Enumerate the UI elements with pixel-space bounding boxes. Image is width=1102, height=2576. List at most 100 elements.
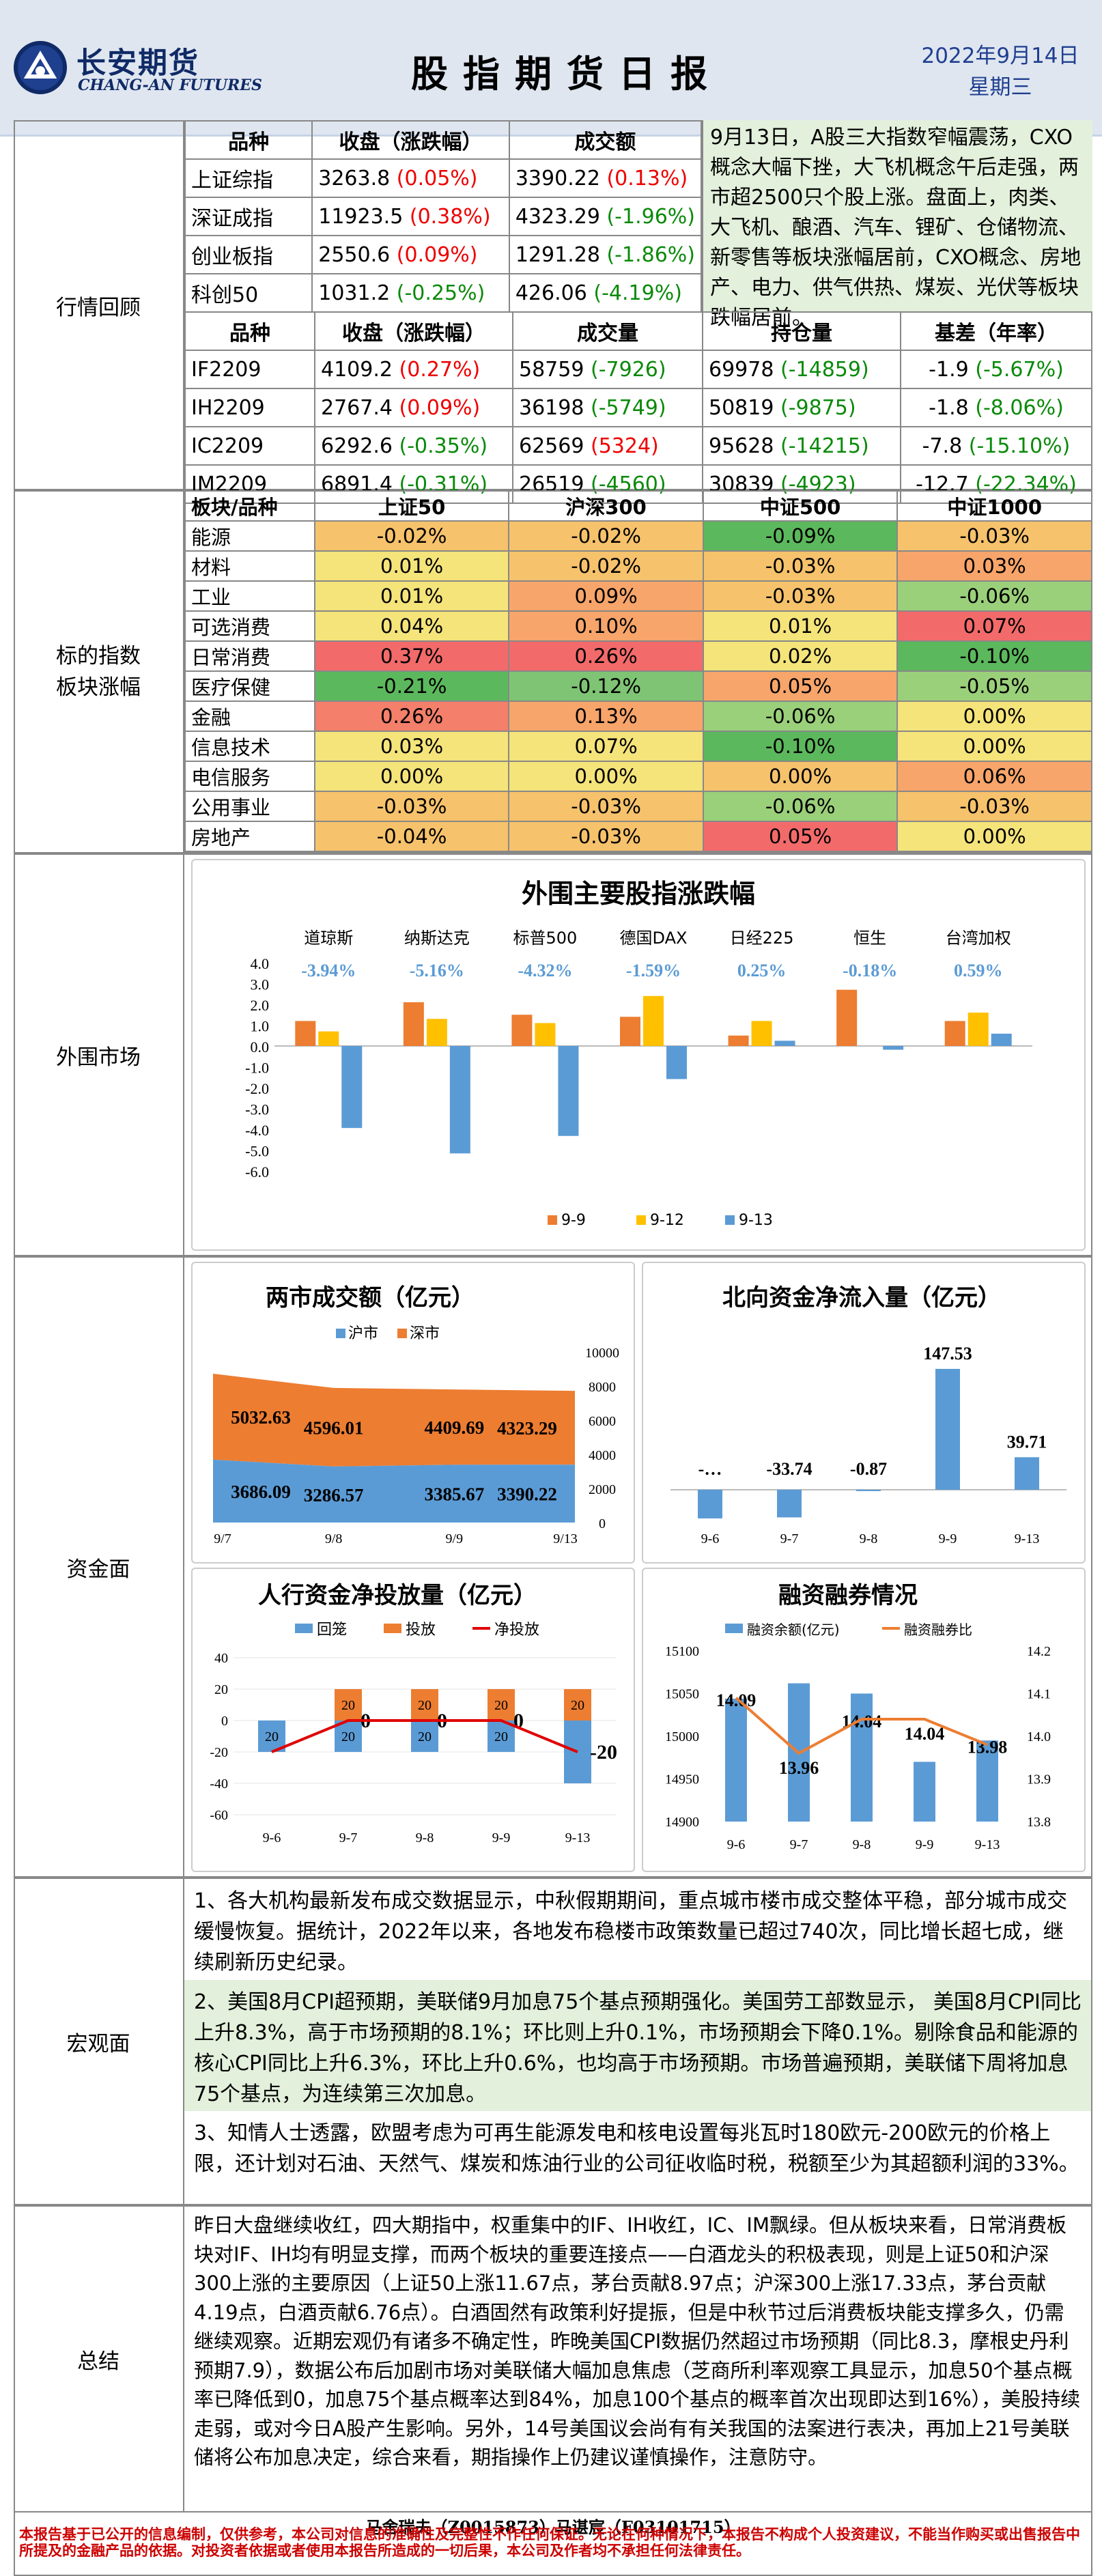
legend-label: 投放 (406, 1622, 436, 1639)
heat-row: 能源 -0.02% -0.02% -0.09% -0.03% (184, 520, 1092, 552)
basis-rate: (-5.67%) (975, 357, 1064, 382)
oi-value: 95628 (709, 434, 774, 458)
y-tick-label: 10000 (585, 1346, 619, 1361)
sector-name: 金融 (184, 700, 315, 732)
sector-name: 日常消费 (184, 640, 315, 672)
bar (1015, 1457, 1039, 1490)
heat-cell: 0.13% (508, 700, 704, 732)
data-label: -5.16% (410, 961, 464, 980)
table-row: 创业板指 2550.6 (0.09%) 1291.28 (-1.86%) (184, 235, 703, 274)
y-tick-label: -6.0 (245, 1163, 269, 1180)
close-value: 2550.6 (318, 242, 391, 267)
heat-cell: 0.00% (702, 761, 899, 792)
heat-cell: 0.05% (702, 821, 899, 852)
section-label-summary: 总结 (14, 2205, 184, 2513)
heat-cell: 0.07% (508, 731, 704, 762)
heat-cell: -0.06% (896, 580, 1092, 612)
x-tick-label: 9-13 (975, 1837, 1000, 1852)
basis-value: -7.8 (922, 434, 963, 458)
change-value: (-0.35%) (399, 434, 488, 458)
legend-label: 9-9 (561, 1212, 586, 1229)
chart-title: 两市成交额（亿元） (266, 1284, 475, 1312)
x-tick-label: 9-8 (853, 1837, 871, 1852)
x-tick-label: 9/7 (214, 1531, 231, 1546)
basis-cell: -7.8 (-15.10%) (900, 426, 1092, 466)
header-cell: 成交量 (512, 311, 703, 351)
bar-label: 20 (418, 1729, 432, 1744)
bar-inject (335, 1689, 362, 1721)
heat-header-row: 板块/品种 上证50 沪深300 中证500 中证1000 (184, 490, 1092, 522)
overseas-chart: 外围主要股指涨跌幅 4.0 3.0 2.0 1.0 0.0 -1.0 -2.0 -3.0 -4.0… (245, 879, 1032, 1229)
close-value: 4109.2 (321, 357, 393, 382)
close-value: 11923.5 (318, 204, 404, 229)
turnover-chart-panel: 两市成交额（亿元） 沪市 深市 10000 8000 6000 4000 2000 0 5032.… (191, 1262, 635, 1563)
bar-balance (976, 1740, 998, 1822)
bar-9-9 (836, 989, 858, 1046)
x-tick-label: 9-6 (727, 1837, 746, 1852)
header-cell: 中证1000 (896, 490, 1092, 522)
table-row: IF2209 4109.2 (0.27%) 58759 (-7926) 69978 (… (184, 350, 1092, 389)
heat-cell: -0.09% (702, 520, 899, 552)
header-cell: 品种 (184, 120, 313, 160)
bar-withdraw (488, 1721, 515, 1752)
heat-cell: 0.01% (313, 580, 510, 612)
legend-label: 融资余额(亿元) (747, 1622, 840, 1638)
change-value: (0.09%) (399, 395, 481, 420)
heat-cell: 0.00% (896, 821, 1092, 852)
y2-tick-label: 13.8 (1027, 1815, 1051, 1830)
sector-name: 电信服务 (184, 761, 315, 792)
x-tick-label: 9-7 (780, 1531, 799, 1546)
x-tick-label: 9-7 (790, 1837, 808, 1852)
bar-9-13 (991, 1034, 1012, 1046)
turnover-cell: 426.06 (-4.19%) (508, 273, 703, 313)
sector-heat-table: 板块/品种 上证50 沪深300 中证500 中证1000 能源 -0.02% -0.02% -… (184, 490, 1092, 852)
changan-logo-icon (14, 41, 67, 94)
y-tick-label: -3.0 (245, 1101, 269, 1118)
net-line (271, 1719, 578, 1753)
heat-cell: -0.12% (508, 670, 704, 702)
close-cell: 1031.2 (-0.25%) (311, 273, 510, 313)
heat-cell: -0.03% (702, 580, 899, 612)
heat-cell: 0.10% (508, 610, 704, 642)
volume-change: (-7926) (590, 357, 666, 382)
oi-cell: 50819 (-9875) (702, 388, 901, 427)
bar-9-12 (751, 1021, 772, 1046)
heat-cell: -0.06% (702, 791, 899, 822)
brand-name-en: CHANG-AN FUTURES (78, 76, 262, 94)
close-value: 2767.4 (321, 395, 393, 420)
table-row: 科创50 1031.2 (-0.25%) 426.06 (-4.19%) (184, 273, 703, 313)
market-comment: 9月13日，A股三大指数窄幅震荡，CXO概念大幅下挫，大飞机概念午后走强，两市超… (702, 120, 1092, 330)
data-label: 147.53 (923, 1344, 972, 1363)
category-label: 道琼斯 (304, 929, 353, 948)
basis-value: -1.9 (929, 357, 969, 382)
legend-swatch (397, 1329, 407, 1338)
heat-cell: -0.05% (896, 670, 1092, 702)
x-tick-label: 9/9 (446, 1531, 464, 1546)
data-label: -33.74 (766, 1459, 812, 1479)
y-tick-label: 8000 (589, 1380, 616, 1395)
header-cell: 持仓量 (702, 311, 901, 351)
table-row: IC2209 6292.6 (-0.35%) 62569 (5324) 95628 (… (184, 426, 1092, 466)
heat-cell: -0.10% (896, 640, 1092, 672)
y2-tick-label: 14.0 (1027, 1729, 1051, 1744)
overseas-chart-panel: 外围主要股指涨跌幅 4.0 3.0 2.0 1.0 0.0 -1.0 -2.0 -3.0 -4.0… (191, 859, 1086, 1251)
basis-rate: (-8.06%) (975, 395, 1064, 420)
table-row: 上证综指 3263.8 (0.05%) 3390.22 (0.13%) (184, 158, 703, 198)
y-tick-label: -1.0 (245, 1060, 269, 1077)
y-tick-label: 20 (214, 1682, 228, 1697)
turnover-value: 4323.29 (515, 204, 600, 229)
heat-cell: -0.02% (313, 520, 510, 552)
index-name: 科创50 (184, 273, 313, 313)
table-row: IH2209 2767.4 (0.09%) 36198 (-5749) 50819 (… (184, 388, 1092, 427)
bar-balance (851, 1693, 873, 1822)
header-cell: 沪深300 (508, 490, 704, 522)
data-label: 0.25% (737, 961, 787, 980)
oi-cell: 69978 (-14859) (702, 350, 901, 389)
data-label: 39.71 (1007, 1432, 1047, 1452)
oi-value: 69978 (709, 357, 774, 382)
heat-cell: 0.07% (896, 610, 1092, 642)
bar-9-13 (883, 1046, 904, 1050)
bar-balance (914, 1761, 935, 1822)
close-cell: 4109.2 (0.27%) (314, 350, 513, 389)
header-cell: 基差（年率） (900, 311, 1092, 351)
